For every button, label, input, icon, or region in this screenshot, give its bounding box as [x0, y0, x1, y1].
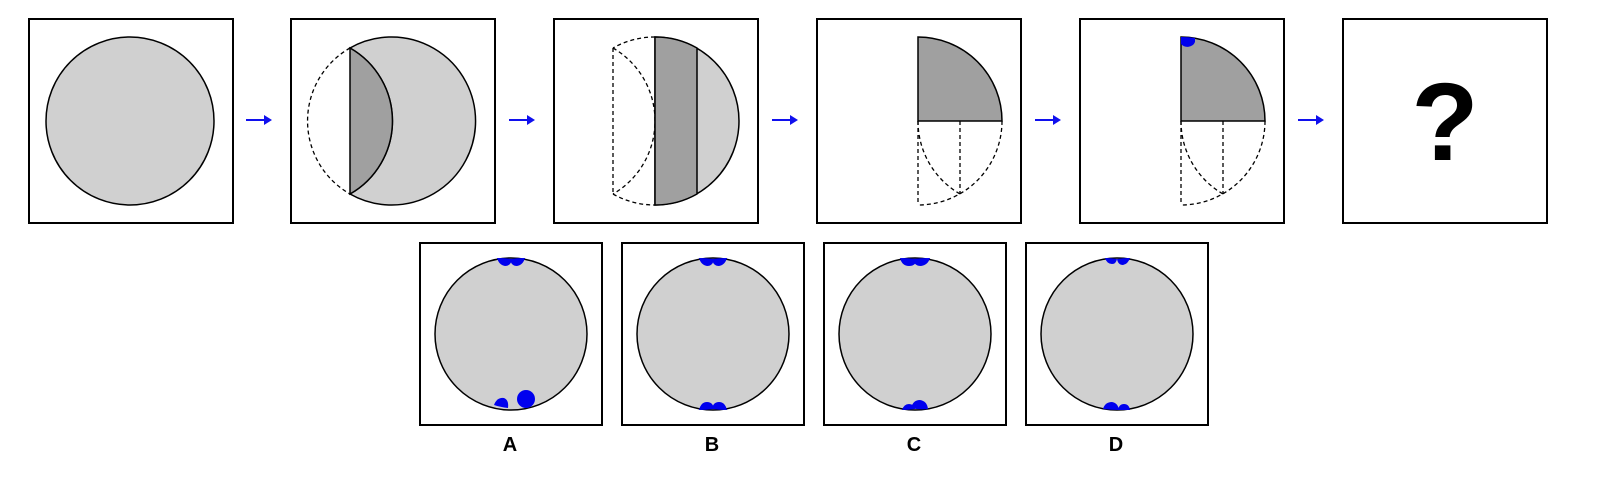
arrow-3-icon: [770, 113, 800, 132]
hole-icon: [510, 258, 525, 266]
answer-panel: ?: [1342, 18, 1548, 224]
option-a[interactable]: A: [419, 242, 603, 456]
option-label: C: [906, 434, 922, 456]
folded-strip: [654, 36, 698, 206]
hole-icon: [900, 258, 917, 266]
arrow-1-icon: [244, 113, 274, 132]
hole-icon: [497, 258, 512, 266]
folded-quarter: [917, 36, 1003, 122]
paper-circle: [45, 36, 215, 206]
paper-circle: [636, 257, 790, 411]
hole-icon: [1105, 258, 1117, 264]
hole-icon: [699, 402, 714, 410]
option-b[interactable]: B: [621, 242, 805, 456]
hole-icon: [913, 258, 930, 266]
hole-icon: [1118, 404, 1130, 410]
step-5-panel: [1079, 18, 1285, 224]
paper-circle: [1040, 257, 1194, 411]
punch-hole-icon: [1181, 36, 1195, 47]
arrow-5-icon: [1296, 113, 1326, 132]
option-label: B: [704, 434, 720, 456]
option-d[interactable]: D: [1025, 242, 1209, 456]
option-c[interactable]: C: [823, 242, 1007, 456]
paper-circle: [838, 257, 992, 411]
step-1-panel: [28, 18, 234, 224]
folded-flap: [349, 46, 394, 196]
folded-quarter: [1180, 36, 1266, 122]
step-4-panel: [816, 18, 1022, 224]
hole-icon: [494, 397, 509, 408]
hole-icon: [712, 402, 727, 410]
hole-icon: [902, 404, 915, 410]
paper-circle: [434, 257, 588, 411]
arrow-4-icon: [1033, 113, 1063, 132]
hole-icon: [712, 258, 727, 266]
hole-icon: [517, 390, 535, 408]
option-label: A: [502, 434, 518, 456]
step-2-panel: [290, 18, 496, 224]
question-mark: ?: [1411, 61, 1478, 184]
hole-icon: [699, 258, 714, 266]
hole-icon: [1103, 402, 1119, 410]
hole-icon: [1117, 258, 1130, 265]
option-label: D: [1108, 434, 1124, 456]
arrow-2-icon: [507, 113, 537, 132]
hole-icon: [911, 400, 928, 410]
step-3-panel: [553, 18, 759, 224]
